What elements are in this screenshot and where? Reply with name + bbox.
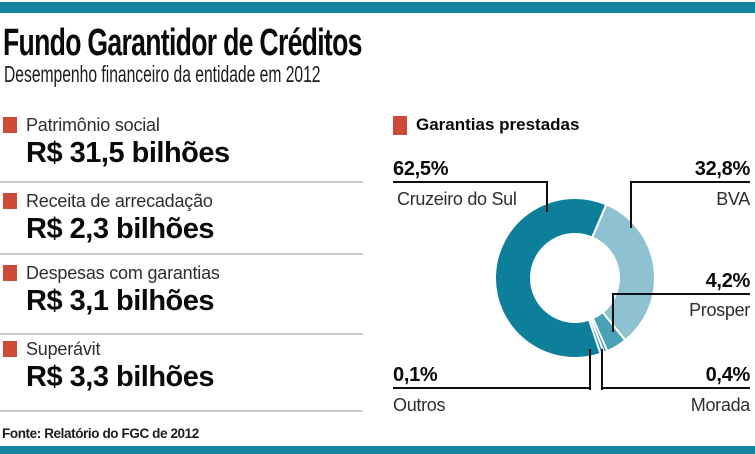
callout-cruzeiro-do-sul: 62,5%: [393, 158, 548, 183]
red-square-bullet-icon: [3, 265, 17, 281]
divider: [0, 181, 363, 183]
callout-label: Morada: [690, 395, 751, 415]
callout-label: Prosper: [689, 300, 750, 320]
callout-percent: 32,8%: [694, 158, 751, 180]
callout-prosper: 4,2%: [612, 270, 750, 295]
stat-item: Despesas com garantias R$ 3,1 bilhões: [3, 262, 363, 318]
stat-value: R$ 31,5 bilhões: [26, 137, 230, 169]
callout-label: Cruzeiro do Sul: [397, 189, 517, 209]
stat-value: R$ 2,3 bilhões: [26, 213, 215, 245]
chart-title: Garantias prestadas: [416, 115, 580, 134]
callout-label: Outros: [393, 395, 446, 415]
stat-label: Receita de arrecadação: [26, 191, 213, 211]
divider: [0, 333, 363, 335]
source-note: Fonte: Relatório do FGC de 2012: [2, 426, 199, 441]
callout-bva: 32,8%: [630, 158, 750, 183]
donut-slice-cruzeiro-do-sul: [494, 197, 608, 359]
leader-line-morada: [601, 349, 603, 390]
stat-item: Receita de arrecadação R$ 2,3 bilhões: [3, 190, 363, 246]
page-subtitle: Desempenho financeiro da entidade em 201…: [4, 61, 321, 87]
callout-label: BVA: [716, 189, 750, 209]
leader-line-outros: [589, 349, 591, 390]
stat-value: R$ 3,3 bilhões: [26, 361, 215, 393]
stat-label: Superávit: [26, 339, 101, 359]
legend-header: Garantias prestadas: [393, 115, 579, 135]
leader-line-bva: [630, 183, 632, 228]
top-accent-bar: [0, 2, 755, 13]
callout-percent: 0,1%: [393, 364, 438, 386]
divider: [0, 410, 363, 412]
callout-percent: 4,2%: [705, 270, 751, 292]
red-square-bullet-icon: [3, 341, 17, 357]
red-square-bullet-icon: [393, 116, 407, 135]
leader-line-prosper: [612, 295, 614, 332]
stat-item: Patrimônio social R$ 31,5 bilhões: [3, 114, 363, 170]
bottom-accent-bar: [0, 446, 755, 454]
donut-slice-bva: [590, 203, 656, 342]
divider: [0, 253, 363, 255]
red-square-bullet-icon: [3, 193, 17, 209]
callout-outros: 0,1%: [393, 364, 591, 389]
stat-label: Despesas com garantias: [26, 263, 220, 283]
stat-item: Superávit R$ 3,3 bilhões: [3, 338, 363, 394]
page-title: Fundo Garantidor de Créditos: [3, 22, 362, 64]
callout-percent: 62,5%: [393, 158, 449, 180]
callout-morada: 0,4%: [601, 364, 750, 389]
stat-value: R$ 3,1 bilhões: [26, 285, 215, 317]
donut-chart-wrap: [435, 138, 715, 418]
donut-chart: [494, 197, 656, 359]
stat-label: Patrimônio social: [26, 115, 160, 135]
callout-percent: 0,4%: [705, 364, 751, 386]
red-square-bullet-icon: [3, 117, 17, 133]
leader-line-cruzeiro: [546, 183, 548, 212]
